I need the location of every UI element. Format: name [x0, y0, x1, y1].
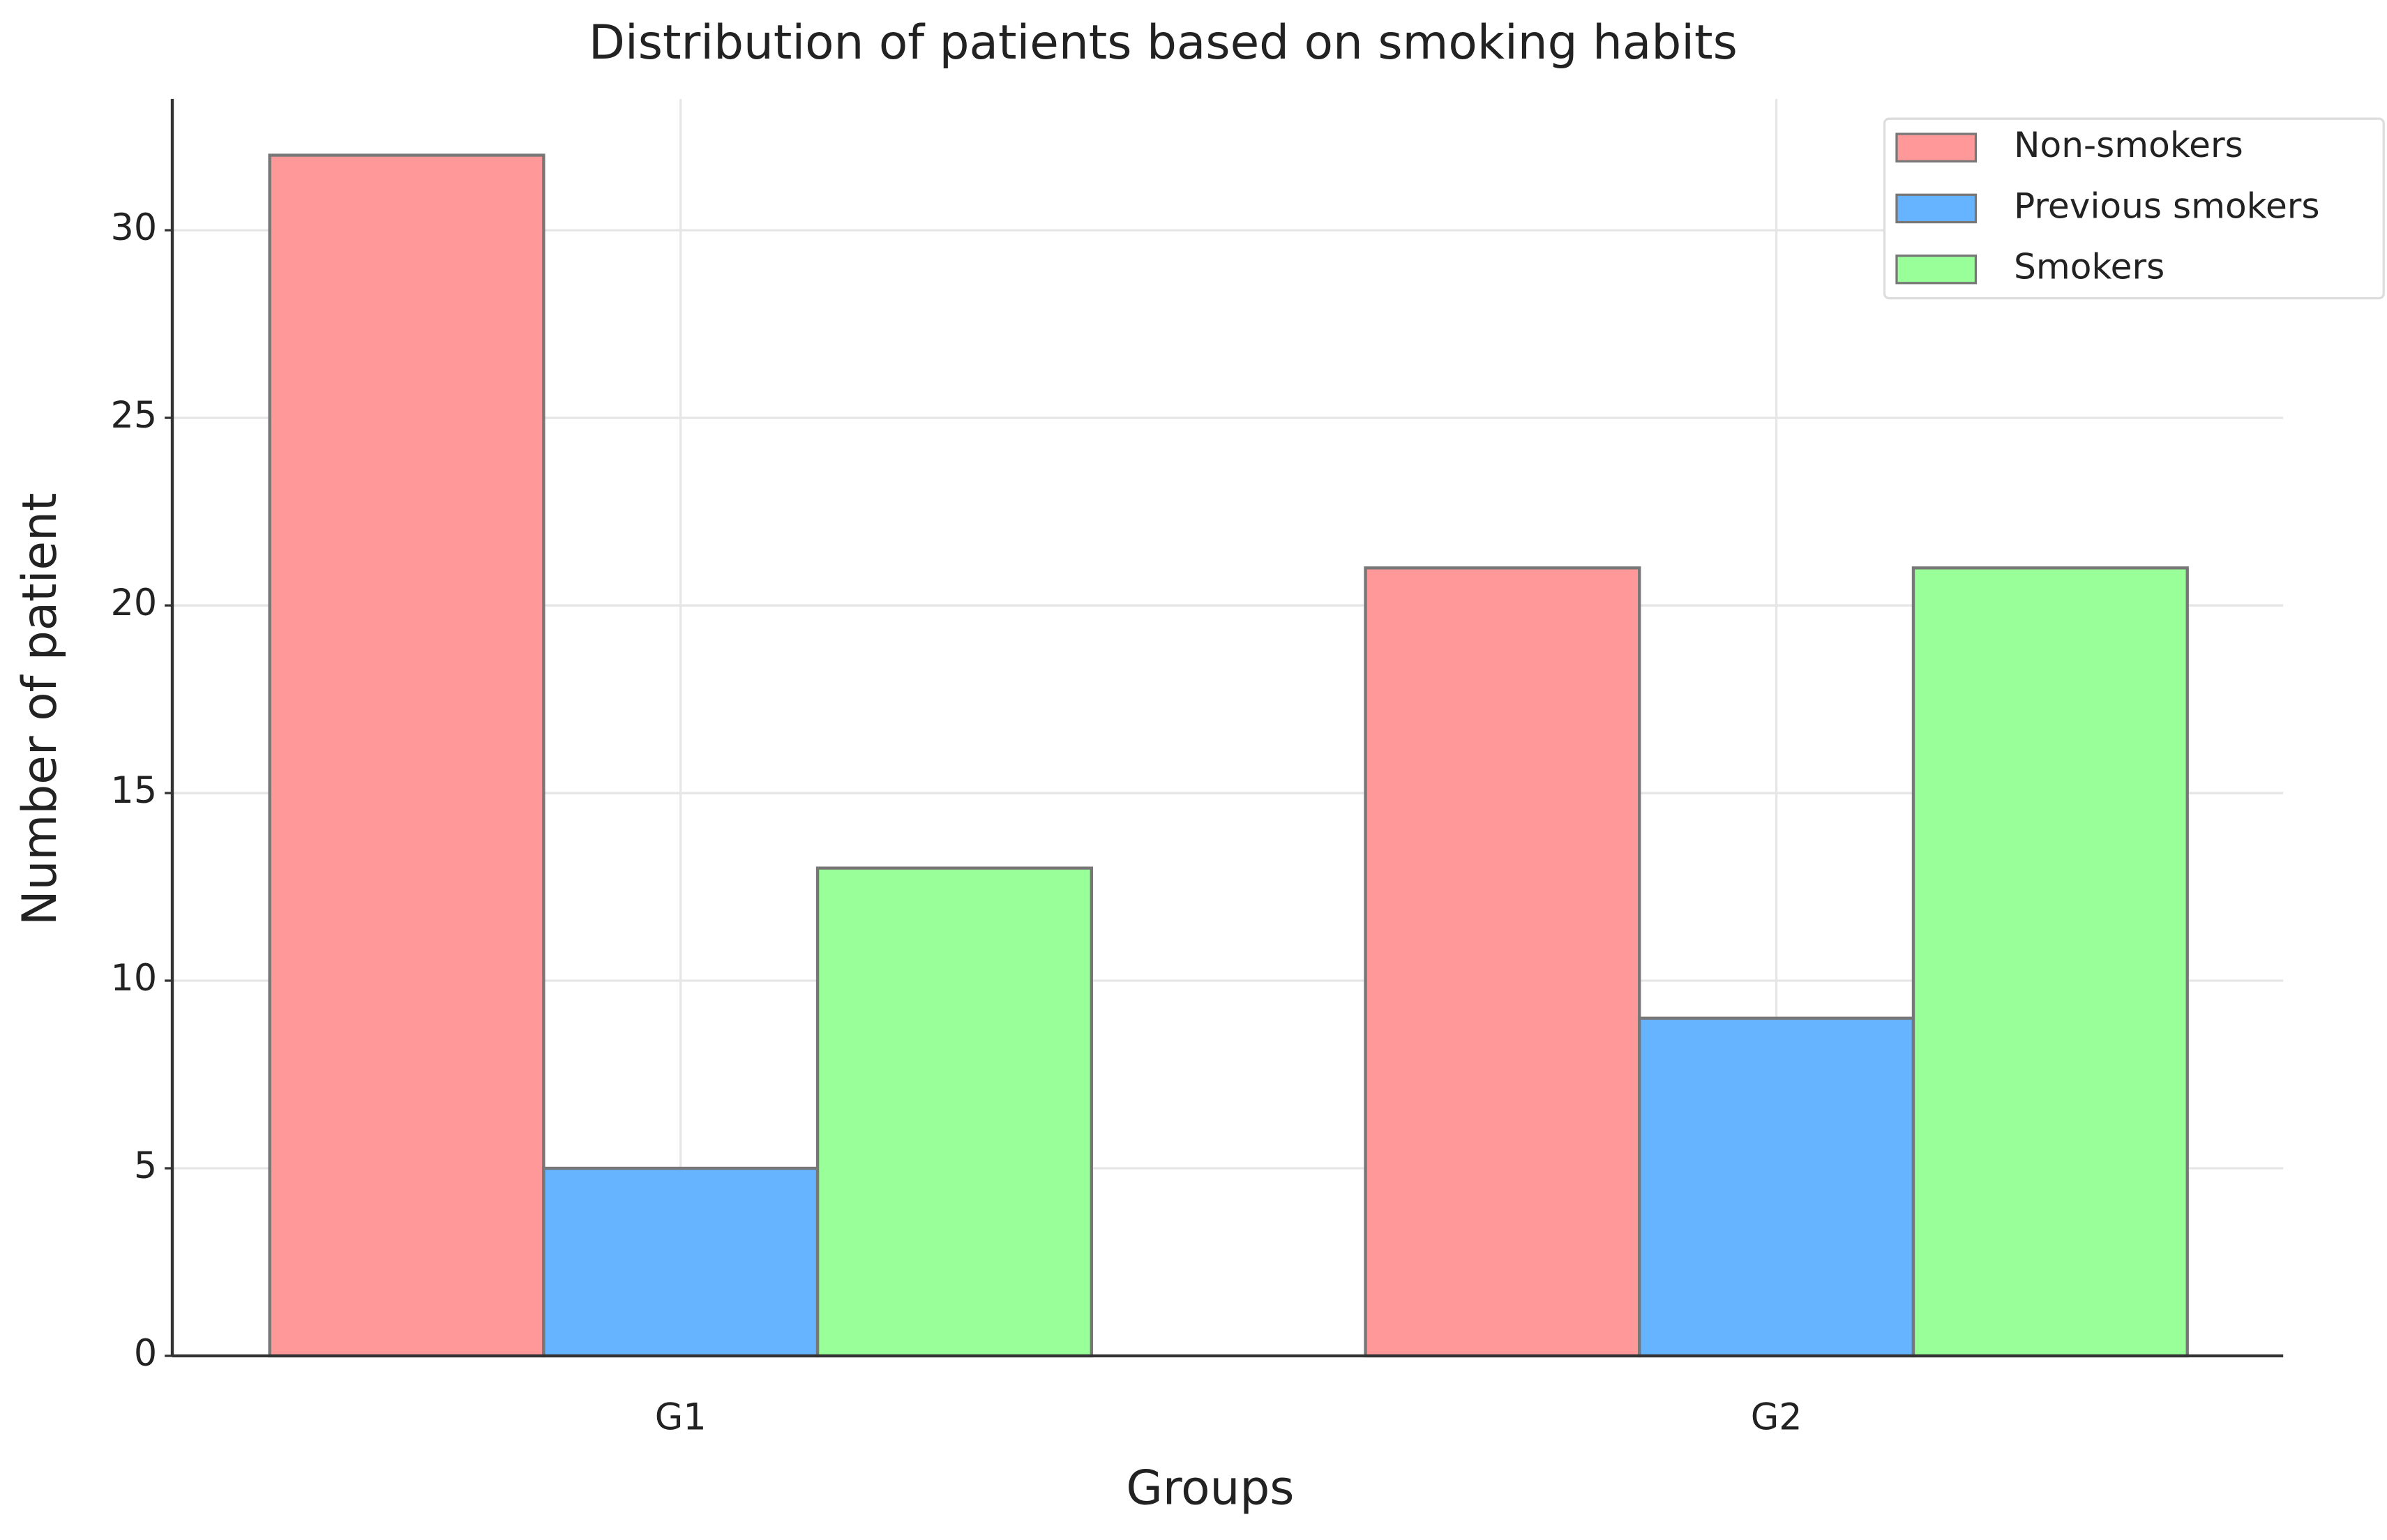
x-tick-label: G2	[1751, 1396, 1802, 1439]
legend-box	[1883, 117, 2385, 300]
legend-label: Non-smokers	[2014, 124, 2243, 165]
y-tick-label: 20	[111, 582, 158, 624]
bar	[268, 153, 545, 1358]
y-axis-label: Number of patient	[12, 492, 67, 925]
axes: 0 5 10 15 20 25 30 G1 G2	[111, 98, 2284, 1439]
y-tick-label: 15	[111, 769, 158, 812]
bar	[542, 1166, 820, 1358]
legend-label: Previous smokers	[2014, 185, 2320, 226]
legend-label: Smokers	[2014, 246, 2164, 287]
legend-swatch	[1895, 193, 1978, 224]
chart-title: Distribution of patients based on smokin…	[589, 15, 1738, 70]
y-tick-label: 30	[111, 206, 158, 249]
bar	[1638, 1016, 1915, 1358]
y-tick-label: 0	[134, 1332, 157, 1375]
y-tick-label: 5	[134, 1145, 157, 1187]
bar	[1911, 566, 2189, 1358]
y-tick-label: 10	[111, 957, 158, 999]
x-axis-label: Groups	[1126, 1460, 1294, 1516]
legend-swatch	[1895, 254, 1978, 285]
y-tick-label: 25	[111, 394, 158, 437]
bars	[268, 153, 2189, 1358]
x-tick-label: G1	[655, 1396, 707, 1439]
bar	[1364, 566, 1641, 1358]
legend: Non-smokers Previous smokers Smokers	[1883, 117, 2385, 300]
legend-swatch	[1895, 133, 1978, 163]
bar	[815, 866, 1093, 1358]
